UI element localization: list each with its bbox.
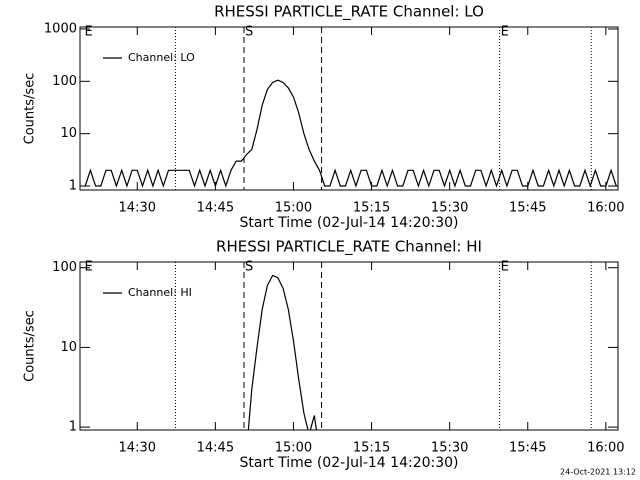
- y-tick-label: 100: [52, 260, 77, 275]
- x-tick-label: 15:30: [431, 201, 468, 216]
- annotation-label: E: [501, 25, 509, 40]
- data-line: [247, 274, 318, 430]
- annotation-label: E: [84, 260, 92, 275]
- y-axis-label: Counts/sec: [23, 73, 38, 145]
- y-tick-label: 10: [60, 126, 77, 141]
- x-tick-label: 16:00: [587, 201, 624, 216]
- legend-label: Channel: HI: [128, 286, 192, 299]
- annotation-label: S: [245, 25, 253, 40]
- plot-frame: [79, 26, 619, 191]
- y-tick-label: 100: [52, 74, 77, 89]
- x-axis-label: Start Time (02-Jul-14 14:20:30): [239, 215, 458, 231]
- x-tick-label: 15:00: [275, 201, 312, 216]
- annotation-label: E: [84, 25, 92, 40]
- chart-title: RHESSI PARTICLE_RATE Channel: HI: [216, 238, 482, 257]
- y-axis-label: Counts/sec: [23, 310, 38, 382]
- x-tick-label: 15:45: [509, 201, 546, 216]
- chart-title: RHESSI PARTICLE_RATE Channel: LO: [214, 3, 484, 22]
- x-tick-label: 14:30: [119, 441, 156, 456]
- x-tick-label: 14:45: [197, 441, 234, 456]
- y-tick-label: 10: [60, 340, 77, 355]
- y-tick-label: 1: [69, 420, 77, 435]
- footer: 24-Oct-2021 13:12: [560, 468, 636, 477]
- x-axis-label: Start Time (02-Jul-14 14:20:30): [239, 455, 458, 471]
- annotation-label: S: [245, 260, 253, 275]
- y-tick-label: 1: [69, 179, 77, 194]
- x-tick-label: 15:30: [431, 441, 468, 456]
- x-tick-label: 15:15: [353, 441, 390, 456]
- x-tick-label: 15:45: [509, 441, 546, 456]
- y-tick-label: 1000: [44, 21, 77, 36]
- x-tick-label: 14:30: [119, 201, 156, 216]
- data-line: [84, 79, 617, 188]
- plot-frame: [79, 261, 619, 431]
- x-tick-label: 16:00: [587, 441, 624, 456]
- x-tick-label: 14:45: [197, 201, 234, 216]
- x-tick-label: 15:15: [353, 201, 390, 216]
- annotation-label: E: [501, 260, 509, 275]
- x-tick-label: 15:00: [275, 441, 312, 456]
- legend-label: Channel: LO: [128, 51, 195, 64]
